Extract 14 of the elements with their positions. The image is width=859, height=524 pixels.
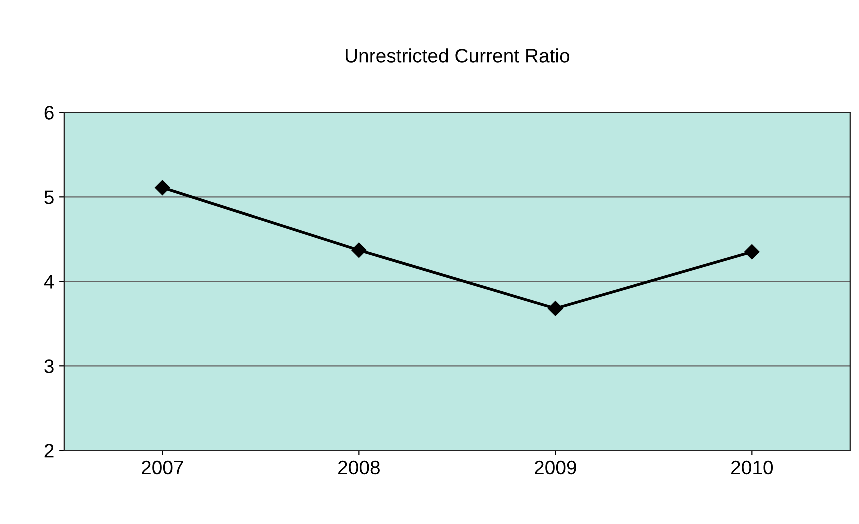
x-tick-label: 2008 — [338, 460, 380, 475]
y-tick-label: 5 — [44, 190, 54, 204]
point — [352, 242, 367, 258]
y-tick-label: 2 — [44, 444, 54, 458]
point — [155, 180, 170, 196]
point — [548, 301, 564, 316]
point — [744, 244, 760, 260]
y-tick-label: 6 — [44, 106, 54, 120]
x-tick-label: 2010 — [732, 460, 774, 475]
x-tick-label: 2009 — [535, 460, 576, 475]
y-tick-label: 3 — [44, 360, 54, 374]
x-tick-label: 2007 — [142, 460, 184, 475]
chart-title: Unrestricted Current Ratio — [346, 48, 570, 63]
y-tick-label: 4 — [44, 275, 54, 289]
